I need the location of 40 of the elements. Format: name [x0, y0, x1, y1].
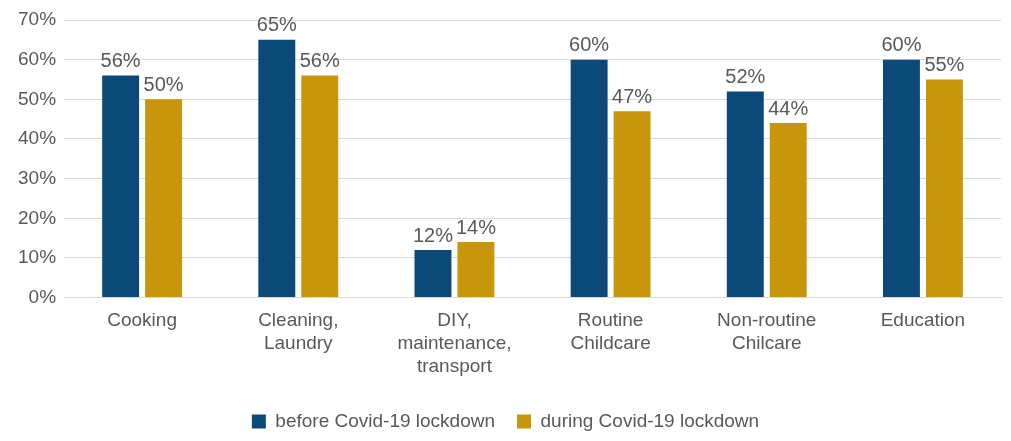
- bar: [882, 59, 920, 298]
- data-label: 47%: [612, 84, 653, 107]
- bar: [258, 39, 296, 298]
- data-label: 50%: [143, 72, 184, 95]
- legend-label: during Covid-19 lockdown: [540, 409, 760, 431]
- y-tick-label: 30%: [18, 166, 57, 188]
- y-tick-label: 20%: [18, 206, 57, 228]
- data-label: 60%: [569, 33, 610, 56]
- x-tick-label: Cleaning, Laundry: [258, 309, 339, 354]
- bar: [102, 75, 140, 298]
- bar: [145, 99, 183, 298]
- data-label: 60%: [881, 33, 922, 56]
- data-label: 56%: [299, 49, 340, 72]
- x-tick-label: Non-routine Chilcare: [717, 309, 817, 354]
- bar: [925, 79, 963, 298]
- y-tick-label: 0%: [28, 285, 57, 307]
- data-label: 55%: [924, 53, 965, 75]
- bar: [769, 123, 807, 298]
- data-label: 52%: [725, 64, 766, 87]
- x-tick-label: Routine Childcare: [570, 309, 651, 354]
- data-label: 65%: [256, 13, 298, 36]
- x-tick-label: Cooking: [107, 309, 177, 331]
- x-tick-label: DIY, maintenance, transport: [397, 309, 512, 376]
- data-label: 14%: [455, 215, 497, 238]
- y-tick-label: 50%: [18, 87, 57, 109]
- bar: [414, 250, 452, 298]
- bar: [613, 111, 651, 298]
- legend-label: before Covid-19 lockdown: [275, 409, 496, 431]
- y-tick-label: 60%: [18, 47, 57, 69]
- y-tick-label: 40%: [18, 127, 57, 149]
- data-label: 44%: [768, 96, 809, 119]
- data-label: 12%: [412, 223, 454, 246]
- bar: [301, 75, 339, 298]
- y-tick-label: 70%: [18, 8, 57, 30]
- bar: [457, 242, 495, 298]
- data-label: 56%: [100, 49, 141, 72]
- x-tick-label: Education: [880, 309, 966, 331]
- bar: [726, 91, 764, 298]
- bar: [570, 59, 608, 298]
- y-tick-label: 10%: [18, 246, 57, 268]
